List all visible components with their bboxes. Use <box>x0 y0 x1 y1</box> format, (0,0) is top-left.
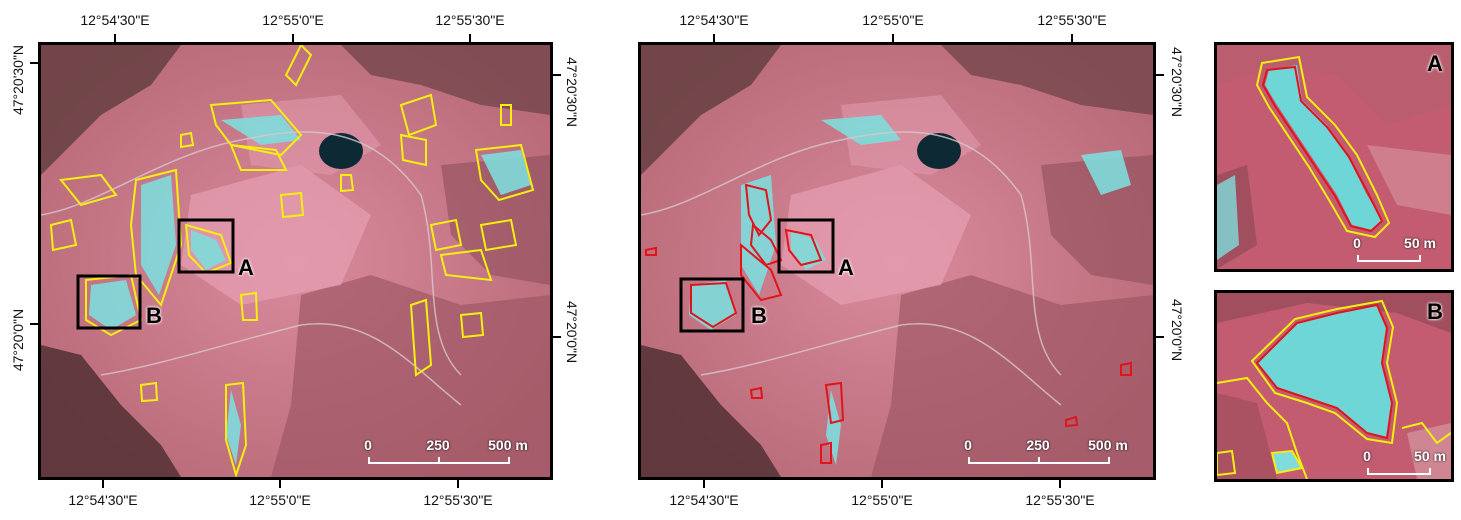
scale-bar: 0 50 m <box>1363 448 1447 478</box>
left-right-tick-1: 47°20'30"N <box>564 56 580 128</box>
left-top-tick-3: 12°55'30"E <box>435 12 505 28</box>
right-map: A B 0 250 500 m <box>638 42 1156 480</box>
right-map-imagery <box>641 45 1153 477</box>
right-bottom-tick-1: 12°54'30"E <box>669 492 739 508</box>
left-left-tick-1: 47°20'30"N <box>10 44 26 116</box>
snow-outlines-red <box>645 183 1132 464</box>
left-left-tick-2: 47°20'0"N <box>10 308 26 372</box>
box-a <box>777 218 835 274</box>
left-map-imagery <box>41 45 550 477</box>
scale-label-250: 250 <box>426 437 450 453</box>
right-top-tick-3: 12°55'30"E <box>1037 12 1107 28</box>
scale-label-0: 0 <box>364 437 372 453</box>
inset-b-imagery <box>1217 293 1451 479</box>
inset-a-imagery <box>1217 45 1451 269</box>
box-a-label: A <box>238 255 254 280</box>
right-bottom-tick-3: 12°55'30"E <box>1025 492 1095 508</box>
box-b <box>76 274 142 330</box>
right-top-tick-1: 12°54'30"E <box>679 12 749 28</box>
scale-label-50: 50 m <box>1404 235 1436 251</box>
scale-label-500: 500 m <box>1088 437 1128 453</box>
snow-patch-a <box>1265 65 1382 230</box>
scale-label-0: 0 <box>1363 448 1371 464</box>
snow-outlines-yellow <box>49 45 535 477</box>
box-b-label: B <box>146 303 162 328</box>
left-top-tick-2: 12°55'0"E <box>262 12 324 28</box>
right-top-tick-2: 12°55'0"E <box>862 12 924 28</box>
scale-bar: 0 250 500 m <box>364 437 528 467</box>
left-map: A B 0 250 500 m <box>38 42 553 480</box>
inset-a: A 0 50 m <box>1214 42 1454 272</box>
lake <box>319 133 363 169</box>
left-top-tick-1: 12°54'30"E <box>80 12 150 28</box>
lake <box>917 133 961 169</box>
scale-label-0: 0 <box>964 437 972 453</box>
scale-label-0: 0 <box>1353 235 1361 251</box>
box-a <box>177 218 235 274</box>
scale-bar: 0 250 500 m <box>964 437 1128 467</box>
box-b <box>679 277 745 333</box>
scale-label-50: 50 m <box>1414 448 1446 464</box>
left-bottom-tick-3: 12°55'30"E <box>423 492 493 508</box>
scale-label-250: 250 <box>1026 437 1050 453</box>
inset-b: B 0 50 m <box>1214 290 1454 482</box>
inset-a-label: A <box>1427 51 1443 76</box>
right-right-tick-1: 47°20'30"N <box>1169 46 1185 118</box>
right-bottom-tick-2: 12°55'0"E <box>851 492 913 508</box>
scale-label-500: 500 m <box>488 437 528 453</box>
box-b-label: B <box>751 303 767 328</box>
right-right-tick-2: 47°20'0"N <box>1169 298 1185 362</box>
left-bottom-tick-2: 12°55'0"E <box>249 492 311 508</box>
left-right-tick-2: 47°20'0"N <box>564 300 580 364</box>
inset-b-label: B <box>1427 299 1443 324</box>
snow-patch-b <box>1257 305 1392 438</box>
left-bottom-tick-1: 12°54'30"E <box>68 492 138 508</box>
box-a-label: A <box>838 255 854 280</box>
scale-bar: 0 50 m <box>1353 235 1437 265</box>
